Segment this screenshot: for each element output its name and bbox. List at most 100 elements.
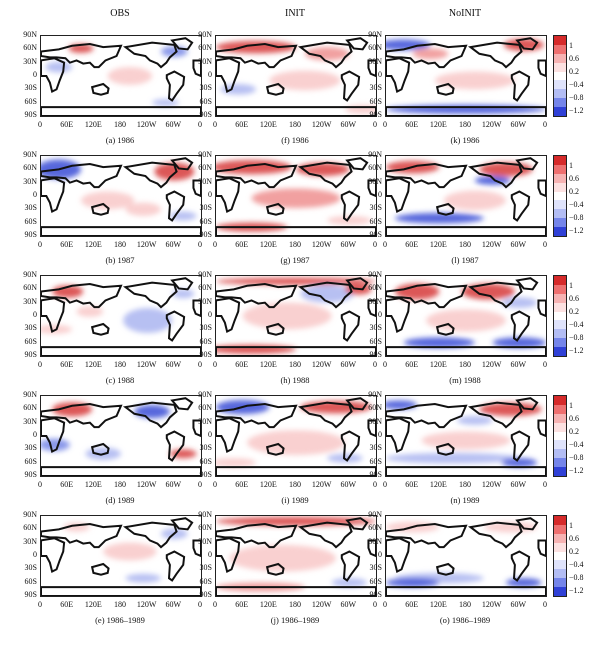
lon-tick-label: 60E (405, 240, 419, 249)
coastline (167, 312, 184, 341)
coastline (368, 420, 376, 436)
anomaly-region (479, 402, 542, 416)
lon-tick-label: 120W (136, 600, 157, 609)
coastline (386, 284, 466, 307)
lon-tick-label: 180 (289, 360, 301, 369)
colorbar-swatch (554, 284, 566, 294)
coastline (538, 540, 546, 556)
panel-caption: (c) 1988 (105, 375, 135, 385)
anomaly-region (483, 521, 538, 533)
anomaly-map (386, 396, 546, 476)
coastline (216, 164, 296, 187)
colorbar-swatch (554, 338, 566, 347)
colorbar-label: −0.4 (569, 320, 584, 329)
lon-tick-label: 0 (373, 480, 377, 489)
lat-tick-label: 60S (369, 96, 382, 106)
coastline (92, 84, 108, 95)
anomaly-map (386, 156, 546, 236)
lat-tick-label: 90S (24, 350, 37, 359)
lon-tick-label: 0 (38, 480, 42, 489)
lon-tick-label: 60W (340, 480, 357, 489)
lat-tick-label: 60S (199, 96, 212, 106)
lon-tick-label: 0 (213, 360, 217, 369)
lat-tick-label: 60S (24, 96, 37, 106)
coastline (386, 538, 409, 571)
lat-tick-label: 60N (23, 403, 37, 413)
coastline (342, 72, 359, 101)
lat-tick-label: 90S (199, 110, 212, 119)
lon-tick-label: 60W (510, 120, 527, 129)
coastline (41, 284, 121, 307)
lat-tick-label: 60N (23, 43, 37, 53)
lat-tick-label: 30S (199, 323, 212, 333)
coastline (538, 300, 546, 316)
lat-tick-label: 60N (368, 403, 382, 413)
colorbar-swatch (554, 62, 566, 72)
coastline (125, 403, 176, 427)
coastline (167, 72, 184, 101)
lon-tick-label: 120E (84, 480, 102, 489)
lat-tick-label: 0 (208, 550, 212, 559)
lat-tick-label: 30N (368, 416, 382, 426)
map-panel (385, 515, 547, 597)
lon-tick-label: 0 (373, 120, 377, 129)
lon-tick-label: 60E (405, 600, 419, 609)
coastline (437, 84, 453, 95)
coastline (300, 403, 351, 427)
coastline (386, 587, 546, 596)
anomaly-map (386, 36, 546, 116)
lat-tick-label: 30S (24, 323, 37, 333)
colorbar (553, 35, 567, 117)
lon-tick-label: 0 (543, 240, 547, 249)
colorbar-swatch (554, 347, 566, 356)
lon-tick-label: 180 (289, 480, 301, 489)
anomaly-region (386, 39, 431, 51)
colorbar-swatch (554, 422, 566, 432)
lat-tick-label: 90N (198, 150, 212, 159)
lon-tick-label: 180 (114, 480, 126, 489)
coastline (167, 432, 184, 461)
colorbar-label: −0.8 (569, 333, 584, 342)
lon-tick-label: 60W (340, 120, 357, 129)
lon-tick-label: 120E (429, 240, 447, 249)
lat-tick-label: 0 (33, 310, 37, 319)
coastline (41, 58, 64, 91)
anomaly-region (125, 202, 161, 216)
colorbar-swatch (554, 431, 566, 441)
colorbar-label: −1.2 (569, 226, 584, 235)
anomaly-region (229, 544, 336, 572)
lon-tick-label: 0 (543, 120, 547, 129)
anomaly-region (300, 284, 354, 303)
colorbar-label: −0.8 (569, 453, 584, 462)
coastline (216, 524, 296, 547)
anomaly-region (386, 452, 520, 464)
coastline (41, 587, 201, 596)
lon-tick-label: 120W (481, 120, 502, 129)
column-title: INIT (285, 8, 305, 19)
lat-tick-label: 30N (368, 536, 382, 546)
lat-tick-label: 60N (198, 523, 212, 533)
lon-tick-label: 60W (510, 360, 527, 369)
lat-tick-label: 90N (23, 390, 37, 399)
colorbar (553, 275, 567, 357)
lat-tick-label: 90N (23, 30, 37, 39)
colorbar-swatch (554, 551, 566, 561)
colorbar-swatch (554, 173, 566, 183)
panel-caption: (f) 1986 (281, 135, 309, 145)
lat-tick-label: 90S (369, 110, 382, 119)
lat-tick-label: 0 (378, 310, 382, 319)
lat-tick-label: 30N (198, 296, 212, 306)
coastline (216, 538, 239, 571)
coastline (386, 178, 409, 211)
panel-caption: (j) 1986–1989 (270, 615, 320, 625)
colorbar-swatch (554, 413, 566, 423)
lon-tick-label: 180 (114, 240, 126, 249)
coastline (517, 38, 537, 49)
coastline (386, 58, 409, 91)
colorbar-label: 0.2 (569, 67, 579, 76)
anomaly-region (457, 416, 493, 425)
coastline (342, 312, 359, 341)
coastline (216, 284, 296, 307)
colorbar-swatch (554, 156, 566, 165)
colorbar-swatch (554, 578, 566, 587)
